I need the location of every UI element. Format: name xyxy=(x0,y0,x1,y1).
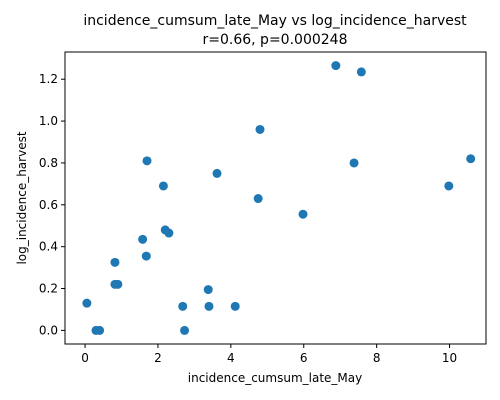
data-point xyxy=(142,156,152,166)
y-tick-label: 0.0 xyxy=(39,323,58,337)
ticks-layer: 0 2 4 6 8 10 0.0 0.2 0.4 0.6 0.8 1.0 1.2 xyxy=(39,72,457,365)
chart-title: incidence_cumsum_late_May vs log_inciden… xyxy=(83,13,467,29)
data-point xyxy=(331,61,341,71)
plot-frame xyxy=(64,51,487,345)
data-point xyxy=(178,301,188,311)
data-point xyxy=(204,301,214,311)
x-tick-label: 10 xyxy=(442,351,457,365)
data-point xyxy=(113,279,123,289)
data-point xyxy=(203,285,213,295)
x-tick-label: 0 xyxy=(81,351,89,365)
data-point xyxy=(253,194,263,204)
y-tick-label: 1.2 xyxy=(39,72,58,86)
points-layer xyxy=(82,61,476,335)
x-axis-label: incidence_cumsum_late_May xyxy=(188,371,362,385)
x-tick-label: 4 xyxy=(227,351,235,365)
x-tick-label: 2 xyxy=(154,351,162,365)
data-point xyxy=(164,228,174,238)
x-tick-label: 6 xyxy=(300,351,308,365)
y-tick-label: 0.4 xyxy=(39,240,58,254)
x-tick-label: 8 xyxy=(373,351,381,365)
data-point xyxy=(349,158,359,168)
data-point xyxy=(230,301,240,311)
data-point xyxy=(356,67,366,77)
data-point xyxy=(180,325,190,335)
y-tick-label: 1.0 xyxy=(39,114,58,128)
data-point xyxy=(444,181,454,191)
data-point xyxy=(298,209,308,219)
y-tick-label: 0.8 xyxy=(39,156,58,170)
data-point xyxy=(212,168,222,178)
y-tick-label: 0.2 xyxy=(39,282,58,296)
y-axis-label: log_incidence_harvest xyxy=(15,131,29,264)
data-point xyxy=(141,251,151,261)
data-point xyxy=(95,325,105,335)
chart-subtitle: r=0.66, p=0.000248 xyxy=(203,32,348,48)
data-point xyxy=(110,257,120,267)
data-point xyxy=(255,124,265,134)
data-point xyxy=(158,181,168,191)
y-tick-label: 0.6 xyxy=(39,198,58,212)
data-point xyxy=(138,234,148,244)
data-point xyxy=(466,154,476,164)
data-point xyxy=(82,298,92,308)
